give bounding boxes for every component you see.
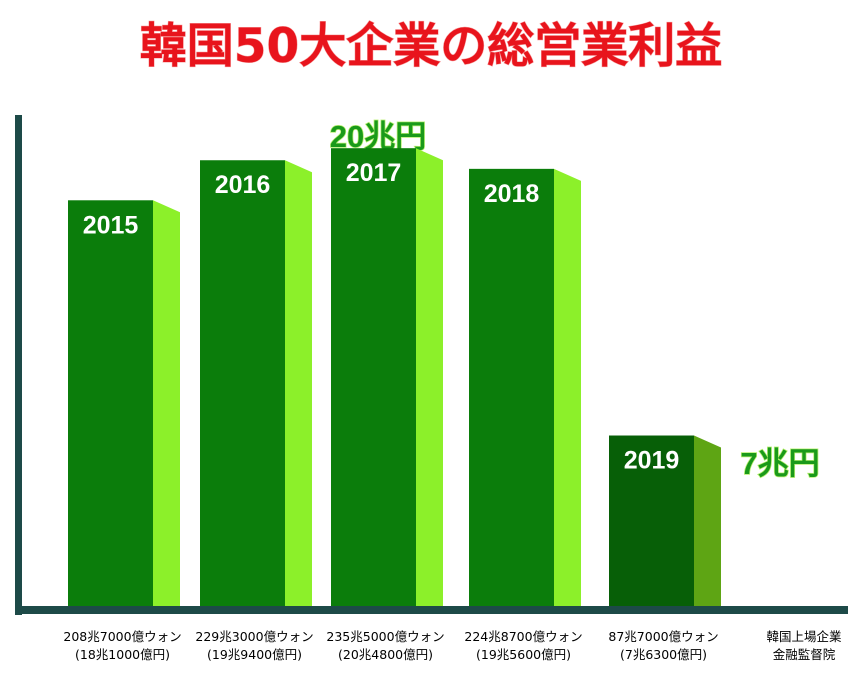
value-label: 235兆5000億ウォン — [326, 629, 444, 644]
value-label: (20兆4800億円) — [338, 647, 433, 662]
value-label: 224兆8700億ウォン — [464, 629, 582, 644]
value-label: 229兆3000億ウォン — [195, 629, 313, 644]
category-label: 2019 — [624, 447, 680, 475]
category-label: 2015 — [83, 211, 139, 239]
bar-side — [416, 148, 443, 607]
value-label: (18兆1000億円) — [75, 647, 170, 662]
value-label: 208兆7000億ウォン — [63, 629, 181, 644]
bar-side — [554, 168, 581, 606]
category-label: 2018 — [484, 180, 540, 208]
y-axis — [15, 115, 22, 615]
category-label: 2017 — [346, 159, 402, 187]
bar — [68, 200, 153, 606]
value-label: (7兆6300億円) — [620, 647, 707, 662]
bar-side — [153, 200, 180, 606]
value-label: (19兆9400億円) — [207, 647, 302, 662]
source: 金融監督院 — [773, 647, 836, 662]
bar — [200, 160, 285, 607]
value-label: (19兆5600億円) — [476, 647, 571, 662]
bar-side — [694, 435, 721, 606]
category-label: 2016 — [215, 171, 271, 199]
bar-side — [285, 160, 312, 607]
x-axis — [15, 606, 848, 614]
annotation: 7兆円 — [740, 446, 819, 481]
bar — [331, 148, 416, 607]
value-label: 87兆7000億ウォン — [608, 629, 718, 644]
annotation: 20兆円 — [330, 119, 426, 154]
source: 韓国上場企業 — [766, 629, 842, 644]
chart-title: 韓国50大企業の総営業利益 — [140, 19, 722, 74]
bar — [609, 435, 694, 606]
bar — [469, 168, 554, 606]
